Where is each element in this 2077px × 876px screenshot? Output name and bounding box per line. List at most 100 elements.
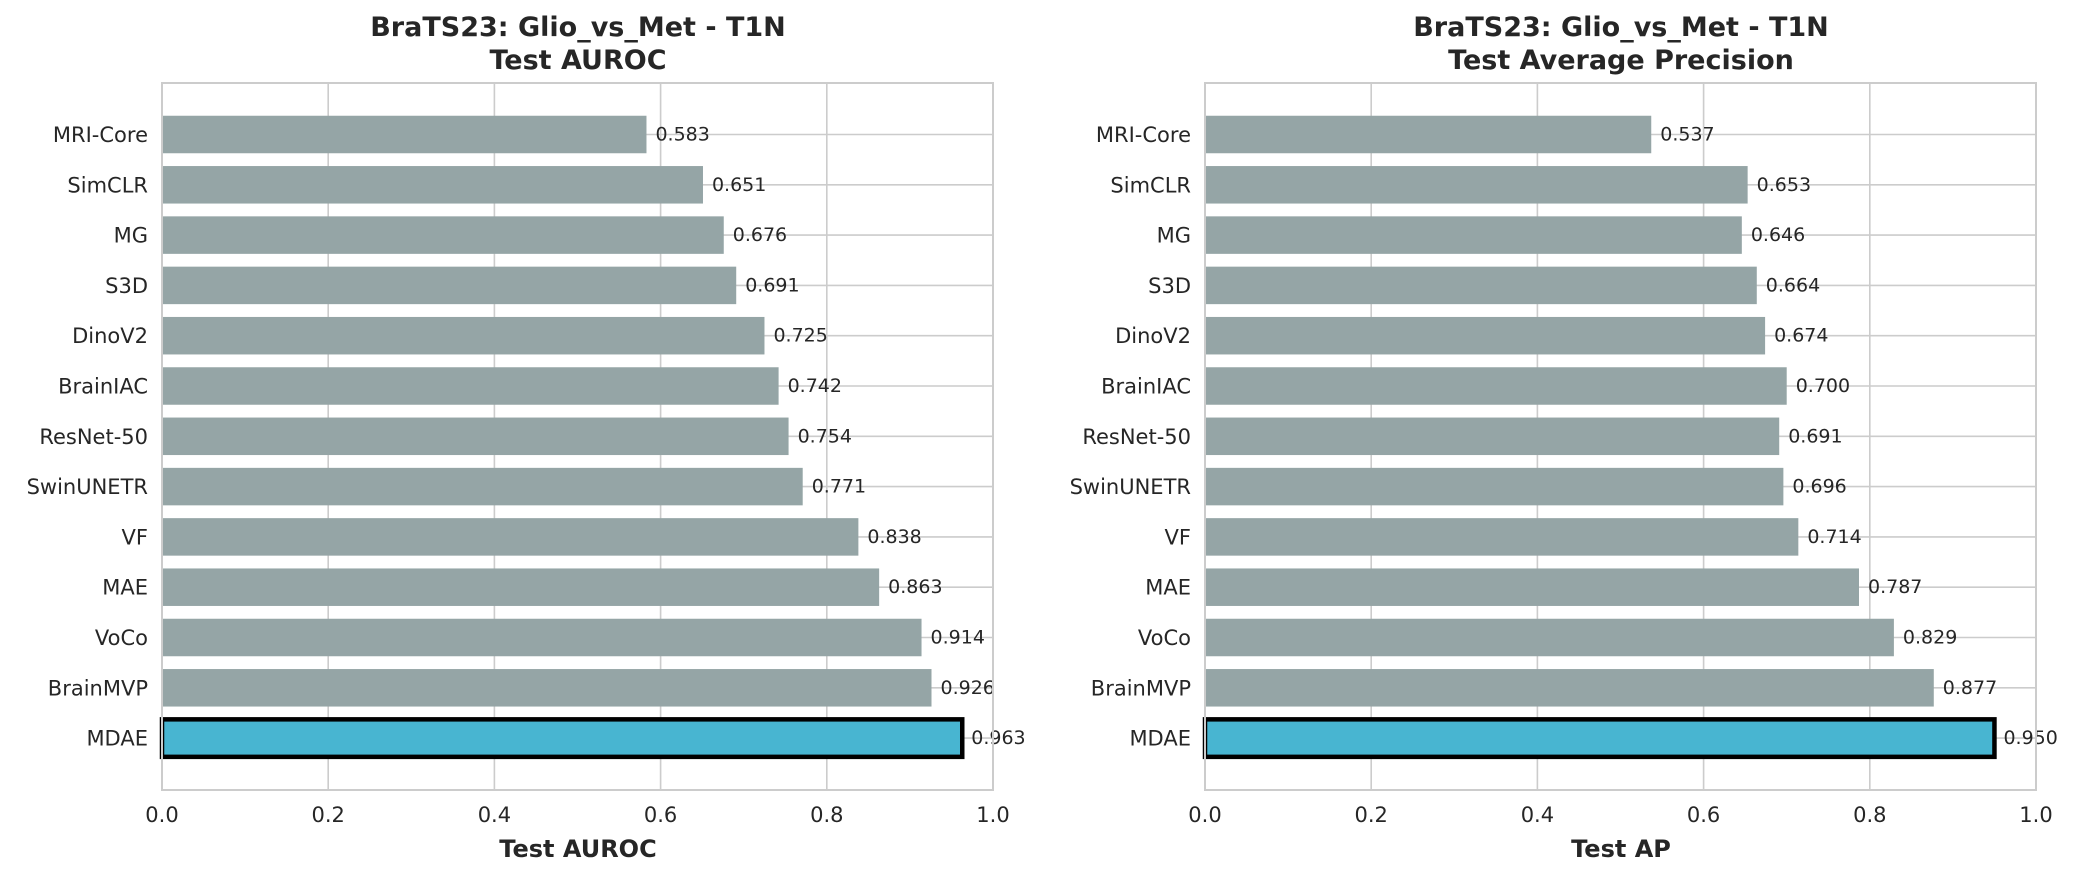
chart-1-x-tick-label: 0.2 [311,803,344,827]
chart-2-bar [1205,216,1742,254]
chart-2-value-label: 0.829 [1903,627,1957,649]
chart-1-value-label: 0.583 [655,124,709,146]
chart-2-category-label: MAE [1145,576,1191,600]
chart-2-x-tick-label: 0.8 [1853,803,1886,827]
chart-1-axes-frame [161,82,994,791]
chart-2-value-label: 0.696 [1792,476,1846,498]
chart-1-plot-area: 0.0 0.2 0.4 0.6 0.8 1.0 MRI-Core 0.583 SimCLR 0.6… [27,82,1026,827]
chart-2-category-label: MRI-Core [1096,123,1191,147]
chart-2-value-label: 0.787 [1868,576,1922,598]
chart-2-value-label: 0.537 [1660,124,1714,146]
chart-2-x-tick-label: 1.0 [2019,803,2052,827]
chart-1-category-label: VF [122,525,148,549]
chart-2-plot-area: 0.0 0.2 0.4 0.6 0.8 1.0 MRI-Core 0.537 SimCLR 0.6… [1070,82,2058,827]
chart-1-x-tick-label: 0.4 [478,803,511,827]
chart-1-bar [162,166,703,204]
chart-2-bar [1205,266,1757,305]
chart-2-value-label: 0.674 [1774,325,1828,347]
chart-2-category-label: BrainMVP [1091,676,1191,700]
chart-2-bar [1205,166,1748,204]
chart-2-bar [1205,367,1787,405]
chart-1-bar [162,115,647,154]
chart-1-value-label: 0.914 [931,627,985,649]
chart-2-category-label: VF [1165,525,1191,549]
chart-2-x-axis-label: Test AP [1571,835,1671,863]
chart-1-value-label: 0.742 [788,375,842,397]
chart-2-bar [1205,618,1894,657]
chart-2-bar [1205,568,1859,606]
chart-1-bar [162,216,724,254]
chart-1-category-label: BrainIAC [58,375,148,399]
chart-1-value-label: 0.651 [712,174,766,196]
chart-2-bar [1205,417,1780,456]
chart-2-category-label: SwinUNETR [1070,475,1191,499]
chart-1-bar [162,618,922,657]
chart-2-axes-frame [1204,82,2037,791]
chart-2-category-label: DinoV2 [1115,324,1191,348]
chart-1-value-label: 0.863 [888,576,942,598]
chart-1-bar [162,568,880,606]
chart-2-x-tick-label: 0.4 [1521,803,1554,827]
chart-1-category-label: SwinUNETR [27,475,148,499]
chart-1-x-tick-label: 0.6 [644,803,677,827]
chart-2-bar [1205,467,1784,506]
chart-1-value-label: 0.771 [812,476,866,498]
chart-1-category-label: MAE [102,576,148,600]
chart-2-category-label: SimCLR [1110,173,1191,197]
chart-1-category-label: BrainMVP [48,676,148,700]
chart-2-category-label: BrainIAC [1101,375,1191,399]
chart-2-value-label: 0.646 [1751,224,1805,246]
chart-1-bar-highlight [159,717,965,760]
chart-2-title: BraTS23: Glio_vs_Met - T1N [1413,12,1829,43]
chart-1-value-label: 0.963 [971,727,1025,749]
chart-1-value-label: 0.754 [798,425,852,447]
chart-2-subtitle: Test Average Precision [1448,45,1794,76]
chart-1-category-label: ResNet-50 [39,425,148,449]
chart-1-category-label: DinoV2 [72,324,148,348]
chart-2-category-label: MDAE [1129,727,1191,751]
chart-2-value-label: 0.664 [1766,274,1820,296]
chart-2-value-label: 0.877 [1943,677,1997,699]
chart-2-value-label: 0.691 [1788,425,1842,447]
chart-1-value-label: 0.838 [867,526,921,548]
chart-1-title: BraTS23: Glio_vs_Met - T1N [370,12,786,43]
chart-2-x-tick-label: 0.2 [1354,803,1387,827]
chart-1-bar [162,417,789,456]
chart-2-bar [1205,316,1766,355]
chart-1-subtitle: Test AUROC [489,45,666,76]
chart-1-category-label: MRI-Core [53,123,148,147]
chart-1-category-label: S3D [105,274,148,298]
chart-2-category-label: VoCo [1138,626,1191,650]
chart-1-x-tick-label: 0.0 [145,803,178,827]
chart-1-x-axis-label: Test AUROC [499,835,656,863]
chart-1-x-tick-label: 0.8 [810,803,843,827]
chart-2-bar [1205,115,1652,154]
chart-2-value-label: 0.653 [1757,174,1811,196]
chart-2-category-label: S3D [1148,274,1191,298]
chart-1-category-label: MG [114,224,148,248]
chart-1-category-label: VoCo [95,626,148,650]
chart-2-value-label: 0.950 [2003,727,2057,749]
chart-2-x-tick-label: 0.6 [1687,803,1720,827]
chart-2-category-label: MG [1157,224,1191,248]
chart-1-bar [162,266,737,305]
chart-1-bar [162,316,765,355]
chart-1-category-label: SimCLR [67,173,148,197]
chart-1-category-label: MDAE [86,727,148,751]
chart-2-value-label: 0.714 [1807,526,1861,548]
chart-1-bar [162,467,803,506]
chart-1-bar [162,669,932,707]
chart-2-bar-highlight [1202,717,1997,760]
chart-2-bar [1205,518,1799,556]
chart-1-x-tick-label: 1.0 [976,803,1009,827]
chart-1-value-label: 0.676 [733,224,787,246]
chart-2-value-label: 0.700 [1796,375,1850,397]
chart-1-bar [162,518,859,556]
chart-1-value-label: 0.691 [745,274,799,296]
chart-2-x-tick-label: 0.0 [1188,803,1221,827]
chart-1-value-label: 0.926 [941,677,995,699]
chart-2-category-label: ResNet-50 [1082,425,1191,449]
chart-1-value-label: 0.725 [773,325,827,347]
chart-1-bar [162,367,779,405]
